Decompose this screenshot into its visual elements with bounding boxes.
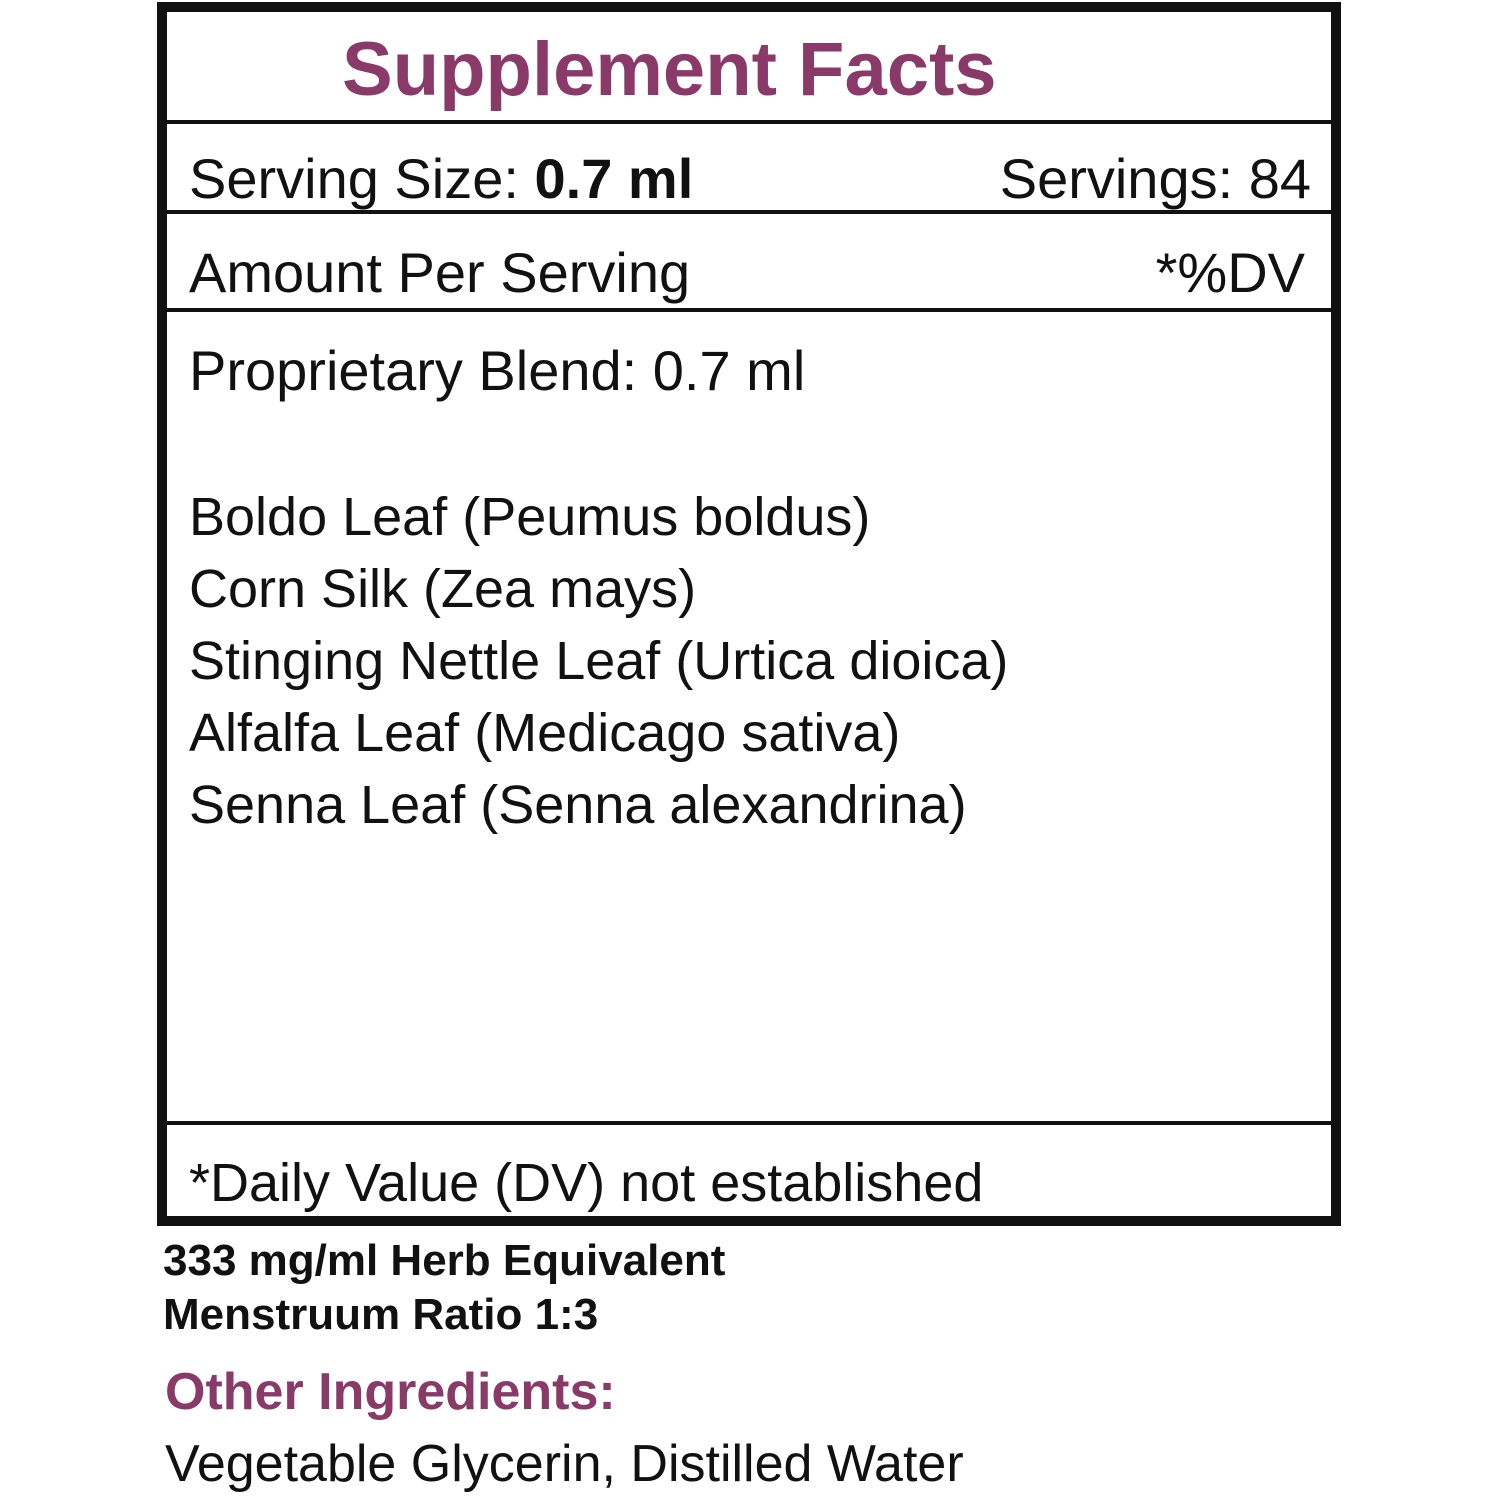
serving-size: Serving Size: 0.7 ml bbox=[189, 146, 693, 211]
herb-equivalent: 333 mg/ml Herb Equivalent bbox=[163, 1236, 726, 1285]
other-ingredients-text: Vegetable Glycerin, Distilled Water bbox=[165, 1435, 964, 1493]
divider bbox=[167, 210, 1331, 214]
amount-per-serving: Amount Per Serving bbox=[189, 241, 691, 304]
other-ingredients-heading: Other Ingredients: bbox=[165, 1363, 616, 1421]
divider bbox=[167, 308, 1331, 312]
ingredient: Senna Leaf (Senna alexandrina) bbox=[189, 775, 967, 835]
ingredient: Stinging Nettle Leaf (Urtica dioica) bbox=[189, 631, 1009, 691]
dv-header: *%DV bbox=[1155, 241, 1305, 304]
panel-title: Supplement Facts bbox=[342, 27, 997, 112]
ingredient: Corn Silk (Zea mays) bbox=[189, 559, 697, 619]
ingredient: Alfalfa Leaf (Medicago sativa) bbox=[189, 703, 901, 763]
dv-footnote: *Daily Value (DV) not established bbox=[189, 1153, 984, 1213]
menstruum-ratio: Menstruum Ratio 1:3 bbox=[163, 1290, 599, 1339]
supplement-facts-panel: Supplement Facts Serving Size: 0.7 ml Se… bbox=[157, 2, 1341, 1226]
servings-count: Servings: 84 bbox=[999, 147, 1311, 210]
divider bbox=[167, 1121, 1331, 1125]
divider bbox=[167, 120, 1331, 124]
serving-size-label: Serving Size: bbox=[189, 147, 519, 210]
serving-size-value: 0.7 ml bbox=[534, 147, 694, 210]
ingredient: Boldo Leaf (Peumus boldus) bbox=[189, 487, 871, 547]
proprietary-blend: Proprietary Blend: 0.7 ml bbox=[189, 339, 806, 402]
